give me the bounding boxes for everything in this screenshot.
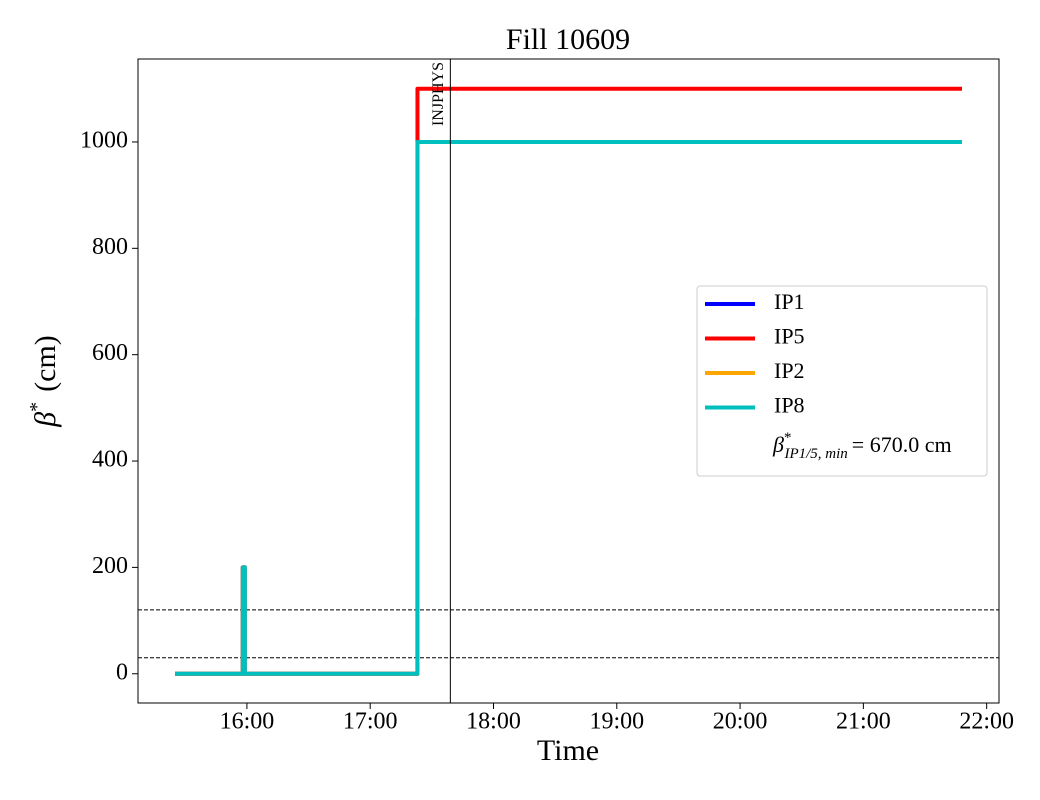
legend-label: IP5: [774, 324, 805, 349]
x-tick-label: 17:00: [343, 709, 398, 735]
y-tick-label: 800: [92, 234, 128, 260]
x-tick-label: 20:00: [713, 709, 768, 735]
legend-note-text: = 670.0 cm: [852, 432, 952, 457]
x-tick-label: 18:00: [466, 709, 521, 735]
y-tick-label: 0: [116, 659, 128, 685]
x-tick-label: 22:00: [959, 709, 1014, 735]
y-tick-label: 400: [92, 447, 128, 473]
x-tick-label: 16:00: [220, 709, 275, 735]
legend-label: IP8: [774, 393, 805, 418]
legend-label: IP1: [774, 289, 805, 314]
event-label: INJPHYS: [430, 62, 447, 126]
legend-note-sup: *: [784, 430, 792, 446]
y-label-unit: (cm): [29, 335, 62, 392]
legend-note: β* IP1/5, min = 670.0 cm: [772, 430, 952, 462]
series-line: [174, 317, 420, 676]
plot-frame: [137, 58, 1000, 704]
series-line: [174, 139, 963, 676]
legend-label: IP2: [774, 358, 805, 383]
x-tick-label: 19:00: [589, 709, 644, 735]
y-axis-label: β* (cm): [26, 335, 62, 428]
x-axis-label: Time: [537, 734, 599, 767]
y-label-sup: *: [26, 402, 48, 412]
legend-box: [696, 285, 988, 477]
y-label-symbol: β: [29, 412, 62, 428]
legend-note-symbol: β: [772, 432, 784, 457]
chart-title: Fill 10609: [506, 23, 630, 56]
x-tick-label: 21:00: [836, 709, 891, 735]
y-tick-label: 200: [92, 553, 128, 579]
y-tick-label: 600: [92, 340, 128, 366]
legend-note-sub: IP1/5, min: [783, 446, 847, 462]
series-line: [174, 317, 420, 676]
y-tick-label: 1000: [80, 127, 128, 153]
